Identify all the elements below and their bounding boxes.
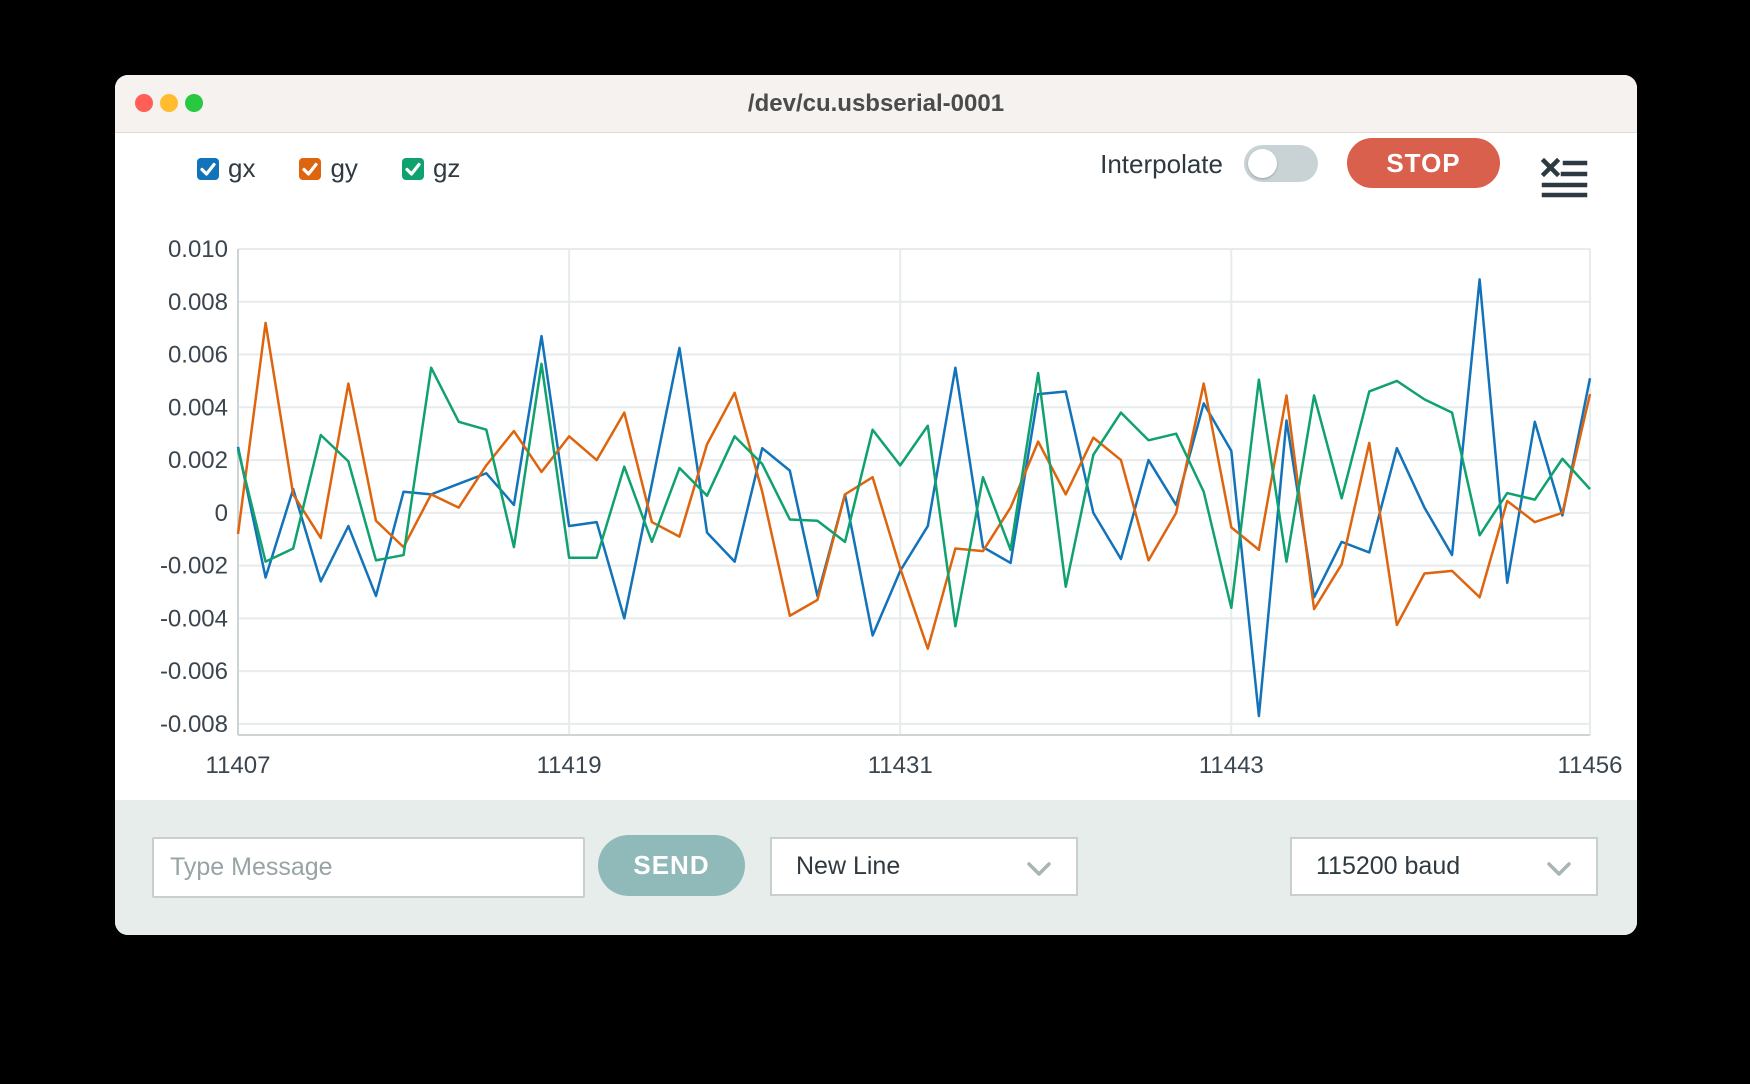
- gz-checkbox[interactable]: [401, 157, 424, 180]
- bottom-bar: SEND New Line 115200 baud: [115, 800, 1637, 935]
- line-ending-select[interactable]: New Line: [770, 837, 1078, 896]
- svg-text:-0.002: -0.002: [160, 553, 228, 580]
- clear-list-icon: [1540, 157, 1588, 198]
- series-toggle-gz[interactable]: gz: [401, 153, 461, 184]
- series-toggle-gx[interactable]: gx: [197, 153, 255, 184]
- svg-text:11443: 11443: [1199, 752, 1264, 779]
- send-button[interactable]: SEND: [598, 835, 745, 896]
- check-icon: [405, 162, 421, 176]
- svg-text:11407: 11407: [206, 752, 271, 779]
- gy-checkbox[interactable]: [299, 157, 322, 180]
- series-toggle-group: gx gy gz: [197, 153, 504, 184]
- toggle-knob: [1248, 149, 1277, 178]
- svg-text:-0.004: -0.004: [160, 605, 228, 632]
- svg-text:11419: 11419: [537, 752, 602, 779]
- svg-text:0.006: 0.006: [168, 342, 228, 369]
- series-label-gy: gy: [330, 153, 358, 183]
- window-title: /dev/cu.usbserial-0001: [747, 90, 1005, 117]
- svg-text:0.008: 0.008: [168, 289, 228, 316]
- interpolate-toggle[interactable]: [1244, 145, 1318, 182]
- baud-rate-value: 115200 baud: [1316, 852, 1461, 880]
- title-bar: /dev/cu.usbserial-0001: [115, 75, 1637, 133]
- check-icon: [302, 162, 319, 176]
- svg-text:11431: 11431: [868, 752, 933, 779]
- maximize-button[interactable]: [185, 94, 203, 112]
- gx-checkbox[interactable]: [197, 157, 219, 180]
- svg-text:0.002: 0.002: [168, 447, 228, 474]
- series-label-gx: gx: [228, 153, 256, 183]
- serial-plotter-window: /dev/cu.usbserial-0001 gx gy gz Interpol…: [115, 75, 1637, 935]
- series-toggle-gy[interactable]: gy: [299, 153, 358, 184]
- close-button[interactable]: [135, 94, 153, 112]
- stop-button[interactable]: STOP: [1347, 138, 1500, 188]
- svg-text:0.010: 0.010: [168, 236, 228, 263]
- message-input[interactable]: [152, 837, 585, 898]
- svg-text:0.004: 0.004: [168, 394, 228, 421]
- chevron-down-icon: [1027, 862, 1051, 876]
- plot-area: 0.010 0.008 0.006 0.004 0.002 0 -0.002 -0.004 -0…: [160, 236, 1623, 779]
- series-label-gz: gz: [432, 153, 461, 183]
- svg-text:0: 0: [215, 500, 228, 527]
- svg-text:-0.006: -0.006: [160, 658, 228, 685]
- line-ending-value: New Line: [796, 852, 901, 880]
- clear-list-button[interactable]: [1540, 157, 1588, 200]
- chevron-down-icon: [1547, 862, 1571, 876]
- interpolate-label: Interpolate: [1100, 149, 1223, 179]
- svg-text:11456: 11456: [1558, 752, 1623, 779]
- check-icon: [200, 162, 216, 176]
- baud-rate-select[interactable]: 115200 baud: [1290, 837, 1598, 896]
- minimize-button[interactable]: [160, 94, 178, 112]
- svg-text:-0.008: -0.008: [160, 711, 228, 738]
